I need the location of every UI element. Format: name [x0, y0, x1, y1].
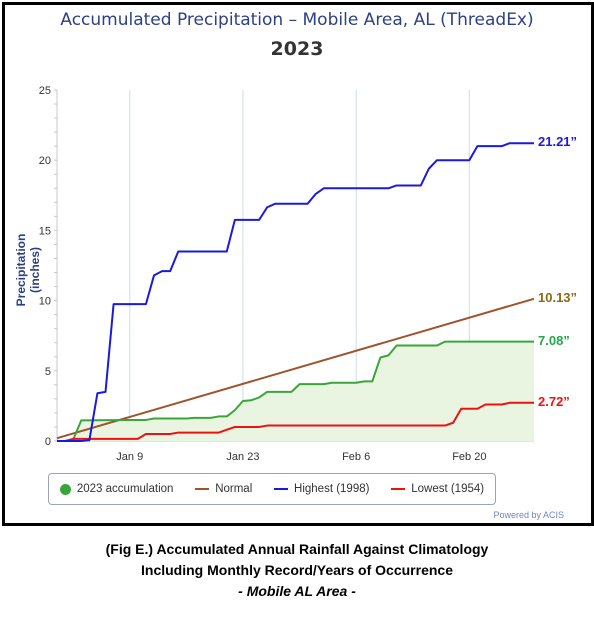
series-line-lowest: [57, 401, 534, 442]
end-value-label: 2.72”: [538, 393, 570, 409]
y-tick-label: 25: [39, 85, 51, 97]
y-tick-label: 5: [45, 366, 51, 378]
credit-link[interactable]: Powered by ACIS: [493, 510, 564, 520]
chart-title: Accumulated Precipitation – Mobile Area,…: [60, 10, 534, 30]
x-tick-label: Jan 9: [116, 451, 143, 463]
legend-label: 2023 accumulation: [76, 483, 174, 495]
series-line-2023: [57, 340, 534, 442]
end-value-label: 10.13”: [538, 289, 578, 305]
legend-item-normal[interactable]: Normal: [195, 483, 252, 495]
legend-line-icon: [391, 488, 406, 490]
y-tick-label: 0: [45, 436, 51, 448]
x-tick-label: Feb 20: [452, 451, 486, 463]
legend-label: Lowest (1954): [411, 483, 485, 495]
y-tick-label: 10: [39, 296, 51, 308]
legend-item-highest[interactable]: Highest (1998): [274, 483, 369, 495]
figure-caption-line-3: - Mobile AL Area -: [238, 583, 356, 599]
figure-caption-line-2: Including Monthly Record/Years of Occurr…: [141, 562, 453, 578]
legend-line-icon: [195, 488, 210, 490]
y-tick-label: 20: [39, 155, 51, 167]
x-tick-label: Feb 6: [342, 451, 370, 463]
x-tick-label: Jan 23: [226, 451, 259, 463]
figure-caption-line-1: (Fig E.) Accumulated Annual Rainfall Aga…: [105, 541, 489, 557]
legend-line-icon: [274, 488, 289, 490]
chart-legend: 2023 accumulation Normal Highest (1998) …: [48, 473, 496, 505]
end-value-label: 21.21”: [538, 134, 578, 150]
legend-item-2023[interactable]: 2023 accumulation: [59, 483, 174, 495]
series-line-normal: [56, 297, 535, 440]
legend-label: Highest (1998): [294, 483, 370, 495]
end-value-label: 7.08”: [538, 332, 570, 348]
legend-dot-icon: [59, 483, 71, 495]
series-line-highest: [57, 142, 534, 442]
legend-item-lowest[interactable]: Lowest (1954): [391, 483, 484, 495]
y-tick-label: 15: [39, 225, 51, 237]
legend-label: Normal: [215, 483, 253, 495]
chart-subtitle: 2023: [270, 38, 324, 60]
accumulation-area: [57, 341, 534, 441]
